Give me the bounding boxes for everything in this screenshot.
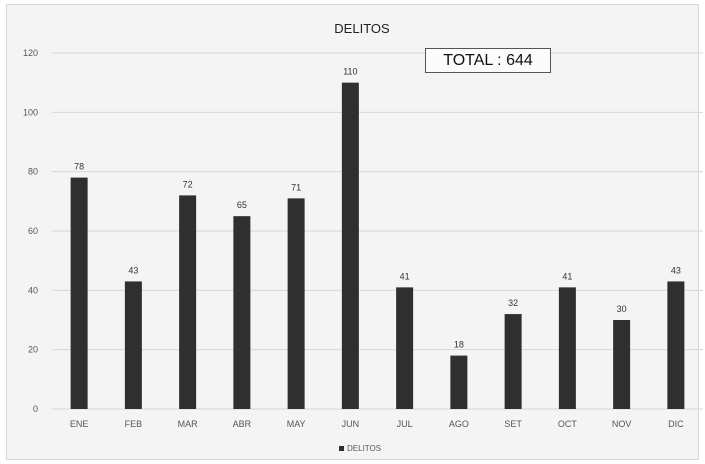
x-tick-label-jul: JUL bbox=[397, 419, 413, 429]
bar-set bbox=[504, 314, 522, 409]
bar-nov bbox=[613, 320, 631, 409]
y-tick-label: 100 bbox=[23, 107, 38, 117]
data-label-jun: 110 bbox=[343, 67, 357, 77]
bar-jun bbox=[341, 82, 359, 410]
y-tick-label: 0 bbox=[33, 404, 38, 414]
total-annotation: TOTAL : 644 bbox=[425, 48, 551, 73]
data-label-mar: 72 bbox=[183, 179, 193, 189]
data-label-ago: 18 bbox=[454, 340, 464, 350]
data-label-oct: 41 bbox=[562, 271, 572, 281]
bar-feb bbox=[124, 281, 142, 409]
data-label-set: 32 bbox=[508, 298, 518, 308]
legend-swatch bbox=[339, 446, 344, 451]
y-tick-label: 80 bbox=[28, 167, 38, 177]
data-label-nov: 30 bbox=[617, 304, 627, 314]
x-tick-label-jun: JUN bbox=[342, 419, 360, 429]
x-tick-label-set: SET bbox=[504, 419, 522, 429]
bar-may bbox=[287, 198, 305, 409]
x-tick-label-nov: NOV bbox=[612, 419, 632, 429]
y-tick-label: 120 bbox=[23, 48, 38, 58]
x-tick-label-ene: ENE bbox=[70, 419, 89, 429]
bar-ago bbox=[450, 355, 468, 409]
bar-abr bbox=[233, 216, 251, 409]
bar-ene bbox=[70, 177, 88, 409]
x-axis-ticks: ENE FEB MAR ABR MAY JUN JUL AGO SET OCT NOV DIC bbox=[70, 419, 684, 429]
bar-mar bbox=[179, 195, 197, 409]
x-tick-label-oct: OCT bbox=[558, 419, 578, 429]
x-tick-label-dic: DIC bbox=[668, 419, 684, 429]
x-tick-label-may: MAY bbox=[287, 419, 306, 429]
bar-jul bbox=[396, 287, 414, 409]
bar-oct bbox=[558, 287, 576, 409]
bar-dic bbox=[667, 281, 685, 409]
chart-title: DELITOS bbox=[334, 21, 390, 36]
bars bbox=[70, 82, 685, 410]
data-label-dic: 43 bbox=[671, 265, 681, 275]
data-label-jul: 41 bbox=[400, 271, 410, 281]
data-label-abr: 65 bbox=[237, 200, 247, 210]
y-axis-ticks: 0 20 40 60 80 100 120 bbox=[23, 48, 38, 414]
legend-label: DELITOS bbox=[347, 444, 381, 453]
x-tick-label-mar: MAR bbox=[178, 419, 199, 429]
y-tick-label: 20 bbox=[28, 345, 38, 355]
grid-lines bbox=[52, 52, 703, 410]
x-tick-label-feb: FEB bbox=[125, 419, 143, 429]
y-tick-label: 60 bbox=[28, 226, 38, 236]
data-labels: 78 43 72 65 71 110 41 18 32 41 30 43 bbox=[74, 67, 681, 350]
legend: DELITOS bbox=[339, 444, 381, 453]
x-tick-label-ago: AGO bbox=[449, 419, 469, 429]
y-tick-label: 40 bbox=[28, 285, 38, 295]
data-label-feb: 43 bbox=[128, 265, 138, 275]
data-label-ene: 78 bbox=[74, 162, 84, 172]
x-tick-label-abr: ABR bbox=[233, 419, 252, 429]
data-label-may: 71 bbox=[291, 182, 301, 192]
